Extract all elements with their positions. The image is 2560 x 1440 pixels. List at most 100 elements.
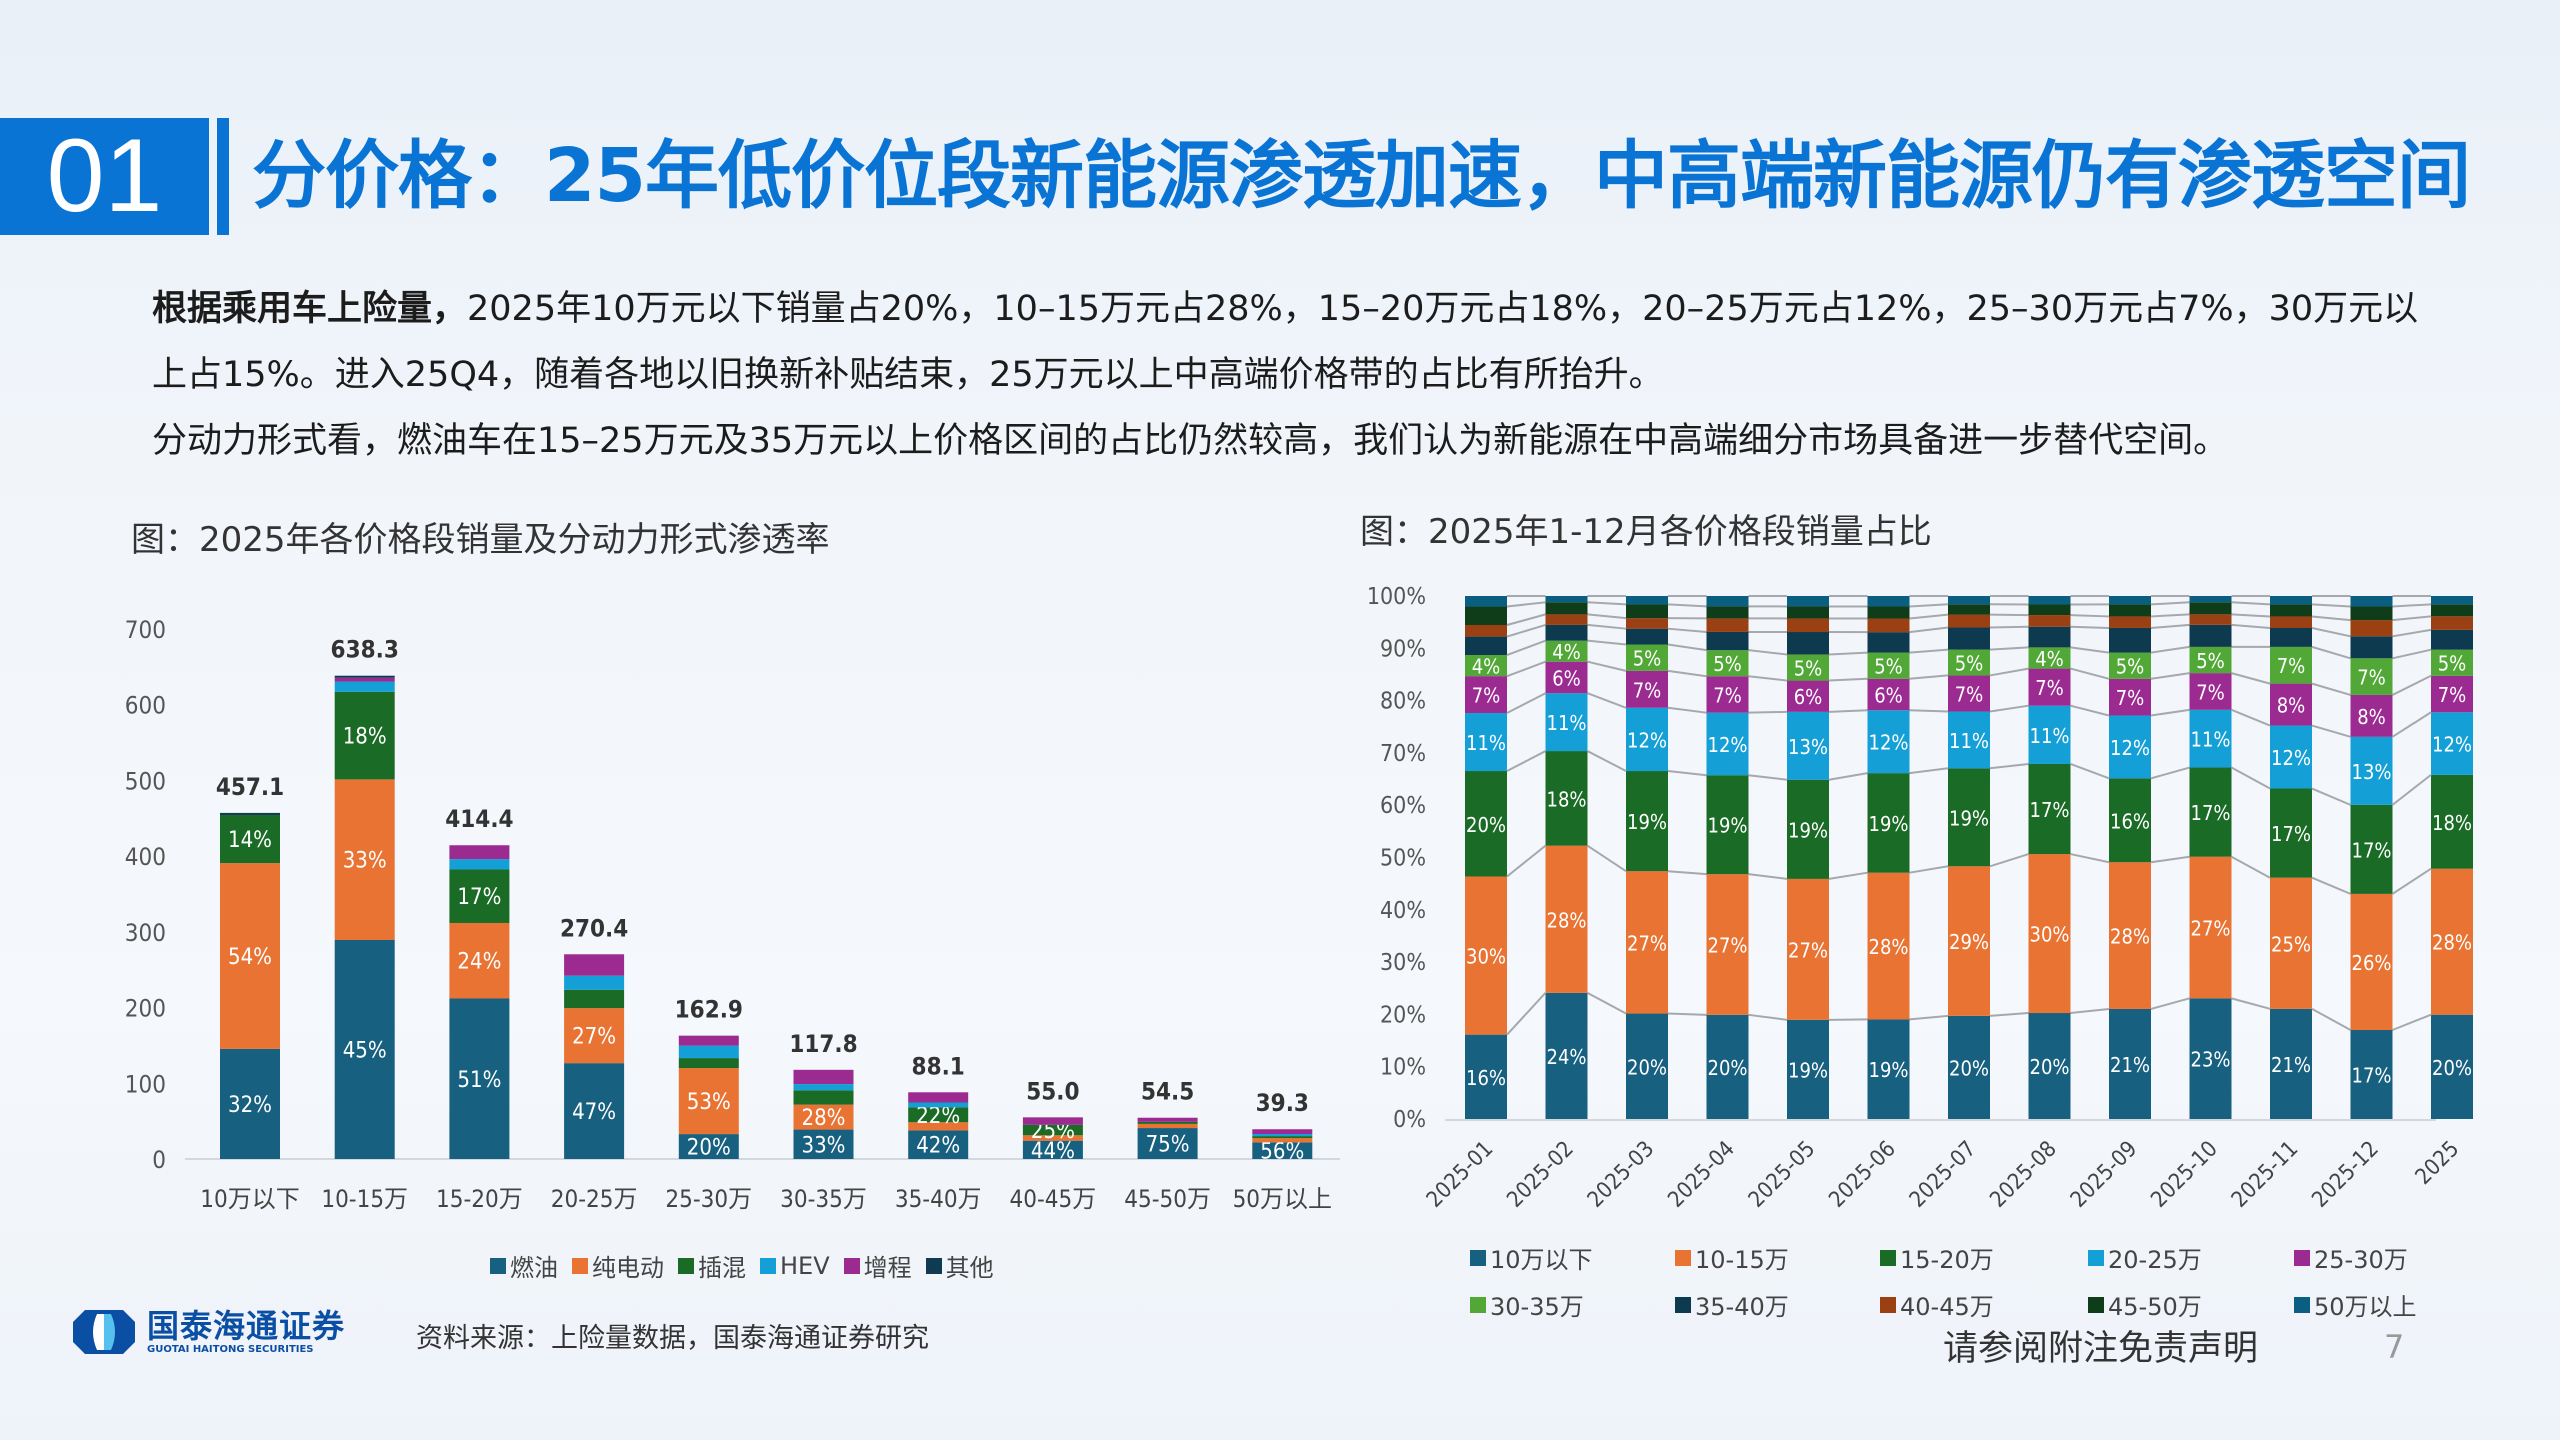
series-line xyxy=(2392,628,2432,638)
data-label: 18% xyxy=(1547,787,1587,811)
data-label: 33% xyxy=(343,849,387,874)
bar-segment xyxy=(1787,878,1829,1020)
bar-segment xyxy=(793,1069,854,1085)
series-line xyxy=(1989,762,2029,770)
y-tick-label: 600 xyxy=(125,692,166,720)
series-line xyxy=(2231,672,2271,685)
logo-emblem-icon xyxy=(73,1310,135,1354)
data-label: 26% xyxy=(2352,951,2392,975)
disclaimer-link[interactable]: 请参阅附注免责声明 xyxy=(1943,1329,2259,1369)
bar-segment xyxy=(1948,649,1990,676)
x-tick-label: 2025-12 xyxy=(2308,1137,2384,1213)
series-line xyxy=(1748,675,1788,682)
bar-segment xyxy=(1626,707,1668,772)
x-tick-label: 2025-05 xyxy=(1744,1137,1820,1213)
total-label: 162.9 xyxy=(675,996,743,1024)
data-label: 33% xyxy=(802,1133,846,1158)
data-label: 30% xyxy=(2030,923,2070,947)
legend-swatch xyxy=(1880,1296,1896,1313)
y-tick-label: 100% xyxy=(1367,584,1426,610)
bar-segment xyxy=(334,677,395,682)
data-label: 5% xyxy=(2196,649,2225,673)
bar-segment xyxy=(2109,616,2151,628)
data-label: 27% xyxy=(1627,931,1667,955)
total-label: 39.3 xyxy=(1256,1089,1309,1117)
total-label: 638.3 xyxy=(331,636,399,664)
data-label: 27% xyxy=(1708,933,1748,957)
bar-segment xyxy=(1787,1019,1829,1119)
legend-swatch xyxy=(490,1257,506,1274)
bar-segment xyxy=(793,1129,854,1159)
bar-segment xyxy=(1545,845,1588,993)
bar-segment xyxy=(1948,596,1990,605)
bar-segment xyxy=(2350,620,2393,637)
bar-segment xyxy=(1626,771,1668,872)
series-line xyxy=(1667,669,1707,678)
paragraph-1: 根据乘用车上险量，2025年10万元以下销量占20%，10–15万元占28%，1… xyxy=(152,276,2452,408)
series-line xyxy=(1587,613,1627,620)
series-line xyxy=(1587,692,1627,709)
data-label: 5% xyxy=(2116,655,2145,679)
data-label: 7% xyxy=(2357,666,2386,690)
bar-segment xyxy=(793,1090,854,1105)
bar-segment xyxy=(1465,1034,1507,1119)
bar-segment xyxy=(449,998,510,1159)
series-line xyxy=(1989,704,2029,713)
data-label: 21% xyxy=(2110,1053,2150,1077)
data-label: 27% xyxy=(572,1025,616,1050)
y-tick-label: 400 xyxy=(125,843,166,871)
bar-segment xyxy=(449,922,510,999)
series-line xyxy=(2070,646,2110,654)
bar-segment xyxy=(1867,773,1910,873)
series-line xyxy=(1828,651,1868,656)
series-line xyxy=(2231,766,2271,790)
series-line xyxy=(1989,613,2029,617)
data-label: 12% xyxy=(2271,746,2311,770)
series-line xyxy=(2150,613,2190,618)
bar-segment xyxy=(1948,604,1990,615)
data-label: 21% xyxy=(2271,1053,2311,1077)
data-label: 45% xyxy=(343,1038,387,1063)
series-line xyxy=(2070,667,2110,680)
series-line xyxy=(1909,1014,1949,1021)
data-label: 17% xyxy=(2030,798,2070,822)
data-label: 19% xyxy=(1949,806,1989,830)
bar-segment xyxy=(1137,1128,1198,1159)
bar-segment xyxy=(1948,627,1990,650)
legend-label: 燃油 xyxy=(510,1254,558,1282)
series-line xyxy=(2231,613,2271,618)
total-label: 88.1 xyxy=(912,1052,965,1080)
legend-item: 增程 xyxy=(843,1248,912,1283)
legend-item: 35-40万 xyxy=(1675,1287,1880,1322)
bar-segment xyxy=(2189,673,2232,710)
bar-segment xyxy=(1948,866,1990,1016)
series-line xyxy=(1587,601,1627,606)
series-line xyxy=(2231,623,2271,629)
left-chart-title: 图：2025年各价格段销量及分动力形式渗透率 xyxy=(131,520,830,560)
bar-segment xyxy=(1706,676,1749,713)
data-label: 7% xyxy=(2035,676,2064,700)
bar-segment xyxy=(2270,877,2312,1009)
legend-item: 20-25万 xyxy=(2088,1240,2294,1275)
series-line xyxy=(1989,667,2029,677)
bar-segment xyxy=(1252,1134,1313,1137)
series-line xyxy=(1909,613,1949,620)
bar-segment xyxy=(1948,1015,1990,1119)
data-label: 7% xyxy=(1633,678,1662,702)
series-line xyxy=(2231,997,2271,1010)
data-label: 8% xyxy=(2277,694,2306,718)
bar-segment xyxy=(1867,632,1910,653)
series-line xyxy=(2150,601,2190,606)
bar-segment xyxy=(1626,618,1668,629)
bar-segment xyxy=(1867,710,1910,774)
data-label: 7% xyxy=(1955,682,1984,706)
legend-label: 插混 xyxy=(698,1254,746,1282)
bar-segment xyxy=(908,1092,969,1103)
bar-segment xyxy=(1626,670,1668,708)
series-line xyxy=(1667,603,1707,608)
bar-segment xyxy=(1787,680,1829,712)
bar-segment xyxy=(2270,596,2312,605)
data-label: 28% xyxy=(2432,931,2472,955)
bar-segment xyxy=(2189,614,2232,625)
data-label: 11% xyxy=(1466,731,1506,755)
